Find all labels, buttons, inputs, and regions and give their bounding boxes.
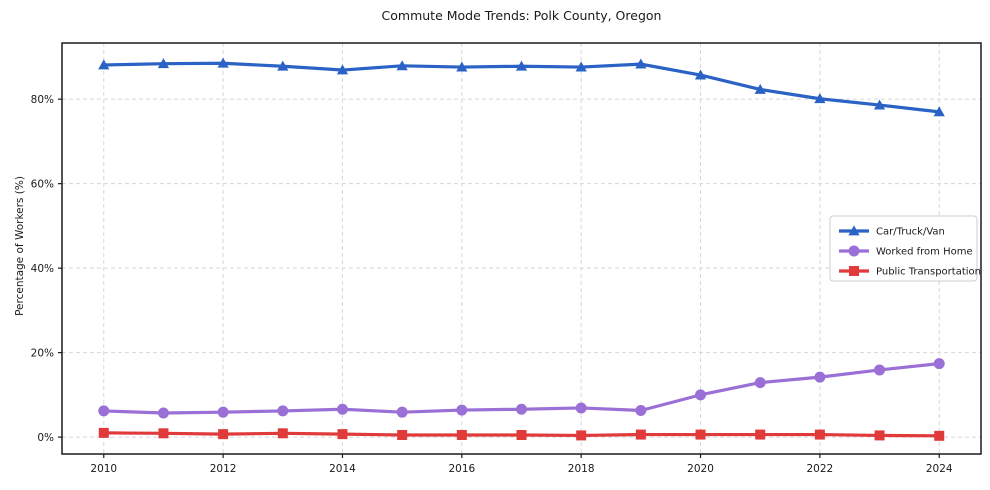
plot-border: [61, 42, 982, 455]
triangle-marker: [217, 57, 229, 68]
chart-title: Commute Mode Trends: Polk County, Oregon: [381, 8, 662, 23]
circle-marker: [217, 406, 229, 418]
triangle-marker: [873, 99, 886, 110]
legend: Car/Truck/Van Worked from Home Public Tran…: [829, 215, 981, 282]
series-worked-from-home: [98, 358, 945, 419]
tick-label: 2022: [807, 463, 834, 475]
tick-label: 2024: [926, 463, 953, 475]
circle-marker: [277, 405, 289, 417]
circle-marker: [336, 403, 348, 415]
triangle-marker: [754, 83, 766, 94]
square-marker: [576, 430, 587, 441]
square-marker: [516, 429, 527, 440]
triangle-marker: [848, 225, 860, 236]
triangle-marker: [456, 61, 468, 72]
tick-label: 20%: [31, 347, 54, 359]
tick-label: 60%: [31, 178, 54, 190]
triangle-marker: [635, 58, 647, 69]
triangle-marker: [98, 59, 110, 70]
triangle-marker: [933, 106, 945, 117]
triangle-marker: [336, 64, 349, 75]
triangle-marker: [814, 93, 826, 104]
square-marker: [158, 428, 169, 439]
triangle-marker: [694, 69, 707, 80]
triangle-marker: [575, 61, 587, 72]
tick-label: 2010: [90, 463, 117, 475]
series-public-transportation: [98, 427, 945, 441]
square-marker: [456, 429, 467, 440]
circle-marker: [396, 406, 408, 418]
circle-marker: [575, 402, 587, 414]
square-marker: [337, 429, 348, 440]
tick-label: 2012: [210, 463, 237, 475]
square-marker: [218, 429, 229, 440]
legend-label: Car/Truck/Van: [876, 227, 945, 238]
square-marker: [397, 429, 408, 440]
square-marker: [635, 429, 646, 440]
tick-label: 2016: [448, 463, 475, 475]
circle-marker: [635, 404, 647, 416]
y-axis-label: Percentage of Workers (%): [14, 176, 26, 316]
tick-label: 2018: [568, 463, 595, 475]
square-marker: [98, 427, 109, 438]
square-marker: [874, 430, 885, 441]
circle-marker: [848, 245, 860, 257]
tick-label: 2020: [687, 463, 714, 475]
circle-marker: [98, 405, 110, 417]
legend-label: Public Transportation: [876, 267, 981, 278]
square-marker: [695, 429, 706, 440]
circle-marker: [754, 377, 766, 389]
triangle-marker: [515, 60, 528, 71]
square-marker: [849, 266, 859, 276]
square-marker: [814, 429, 825, 440]
legend-label: Worked from Home: [876, 247, 973, 258]
circle-marker: [157, 407, 169, 419]
square-marker: [755, 429, 766, 440]
square-marker: [934, 430, 945, 441]
circle-marker: [456, 404, 468, 416]
circle-marker: [814, 371, 826, 383]
circle-marker: [874, 364, 886, 376]
triangle-marker: [277, 60, 289, 71]
tick-label: 0%: [37, 432, 54, 444]
tick-label: 2014: [329, 463, 356, 475]
circle-marker: [933, 358, 945, 370]
circle-marker: [516, 403, 527, 415]
tick-label: 80%: [31, 94, 54, 106]
circle-marker: [695, 389, 707, 401]
tick-label: 40%: [31, 263, 54, 275]
square-marker: [277, 428, 288, 439]
series-car-truck-van: [98, 57, 945, 117]
triangle-marker: [157, 58, 170, 69]
triangle-marker: [396, 60, 408, 71]
axis-ticks: [58, 98, 940, 458]
